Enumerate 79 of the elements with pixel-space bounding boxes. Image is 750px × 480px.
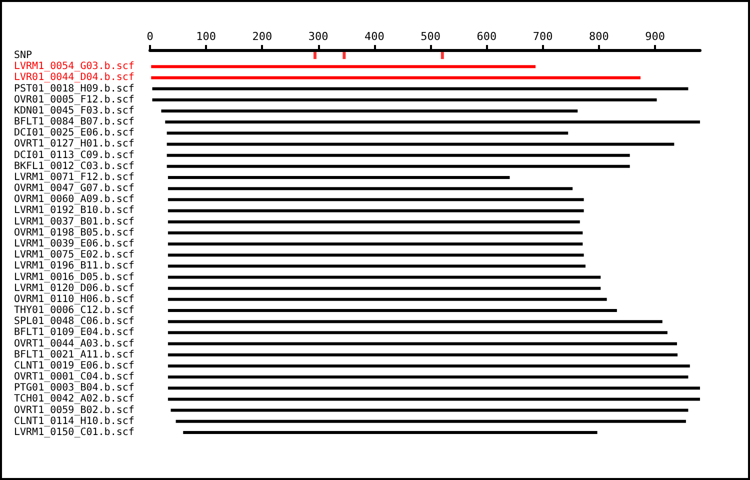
bar [152, 87, 688, 90]
bar [168, 286, 601, 290]
y-tick-label: OVRM1_0060_A09.b.scf [14, 194, 134, 206]
y-tick-label: SPL01_0048_C06.b.scf [14, 316, 134, 328]
bar [168, 231, 583, 234]
bar [168, 187, 573, 190]
bar [151, 65, 536, 68]
y-tick-label: DCI01_0113_C09.b.scf [14, 150, 134, 161]
y-tick-label: CLNT1_0019_E06.b.scf [14, 360, 134, 372]
bar [166, 142, 674, 146]
bar [166, 154, 630, 157]
x-tick-label: 100 [196, 30, 216, 43]
y-tick-label: KDN01_0045_F03.b.scf [14, 105, 134, 116]
y-tick-label: LVRM1_0075_E02.b.scf [14, 250, 134, 261]
bar [168, 176, 510, 179]
bar [168, 209, 584, 212]
y-tick-label: OVRT1_0001_C04.b.scf [14, 372, 134, 383]
y-tick-label: BFLT1_0084_B07.b.scf [14, 116, 134, 128]
bar [151, 76, 641, 80]
bar [168, 376, 688, 379]
y-tick-label: PST01_0018_H09.b.scf [14, 83, 134, 94]
y-tick-label: LVRM1_0120_D06.b.scf [14, 282, 134, 294]
bar [152, 98, 657, 102]
y-tick-label: LVRM1_0037_B01.b.scf [14, 216, 134, 228]
y-tick-label: OVRT1_0127_H01.b.scf [14, 138, 134, 150]
x-tick-label: 0 [146, 30, 154, 43]
bar [168, 298, 607, 301]
y-tick-label: CLNT1_0114_H10.b.scf [14, 416, 134, 427]
bar [166, 164, 630, 168]
bar [183, 430, 598, 434]
y-tick-label: LVRM1_0192_B10.b.scf [14, 205, 134, 216]
y-tick-label: OVRM1_0110_H06.b.scf [14, 294, 134, 305]
x-tick-label: 300 [308, 30, 328, 43]
bar [168, 320, 662, 324]
y-tick-label: LVRM1_0150_C01.b.scf [14, 426, 134, 438]
y-tick-label: OVRT1_0059_B02.b.scf [14, 404, 134, 416]
x-tick-label: 500 [420, 30, 441, 43]
y-tick-label: TCH01_0042_A02.b.scf [14, 394, 134, 405]
bar [168, 386, 700, 390]
y-tick-label: DCI01_0025_E06.b.scf [14, 128, 134, 139]
y-tick-label: BKFL1_0012_C03.b.scf [14, 160, 134, 172]
y-tick-label: LVRM1_0016_D05.b.scf [14, 272, 134, 283]
y-tick-label: OVRM1_0198_B05.b.scf [14, 227, 134, 238]
x-tick-label: 700 [532, 30, 553, 43]
bar [168, 398, 700, 401]
y-tick-label: BFLT1_0109_E04.b.scf [14, 327, 134, 338]
bar [161, 109, 578, 112]
y-tick-label: LVRM1_0196_B11.b.scf [14, 260, 134, 272]
bar [166, 132, 568, 135]
bar [168, 331, 668, 334]
bar [168, 198, 584, 202]
bar [176, 420, 686, 423]
bar [168, 342, 677, 346]
bar [168, 220, 580, 224]
y-tick-label: SNP [14, 50, 32, 62]
bar [168, 254, 584, 257]
y-tick-label: OVRM1_0047_G07.b.scf [14, 183, 134, 194]
y-tick-label: LVRM1_0039_E06.b.scf [14, 238, 134, 250]
y-tick-label: OVR01_0005_F12.b.scf [14, 94, 134, 106]
bar [168, 276, 601, 279]
y-tick-label: OVRT1_0044_A03.b.scf [14, 338, 134, 350]
bar [168, 309, 617, 312]
bar [168, 364, 690, 368]
bar [170, 408, 688, 412]
y-tick-label: LVR01_0044_D04.b.scf [14, 72, 134, 84]
bar [165, 120, 700, 124]
x-tick-label: 600 [476, 30, 497, 43]
x-tick-label: 400 [364, 30, 384, 43]
y-tick-label: THY01_0006_C12.b.scf [14, 305, 134, 316]
bar [168, 242, 583, 246]
x-tick-label: 200 [252, 30, 272, 43]
y-tick-label: LVRM1_0054_G03.b.scf [14, 61, 134, 72]
x-tick-label: 900 [645, 30, 666, 43]
y-tick-label: BFLT1_0021_A11.b.scf [14, 349, 134, 360]
bar [168, 353, 678, 356]
y-tick-label: PTG01_0003_B04.b.scf [14, 382, 134, 394]
bar [168, 264, 586, 268]
y-tick-label: LVRM1_0071_F12.b.scf [14, 172, 134, 183]
x-tick-label: 800 [589, 30, 609, 43]
